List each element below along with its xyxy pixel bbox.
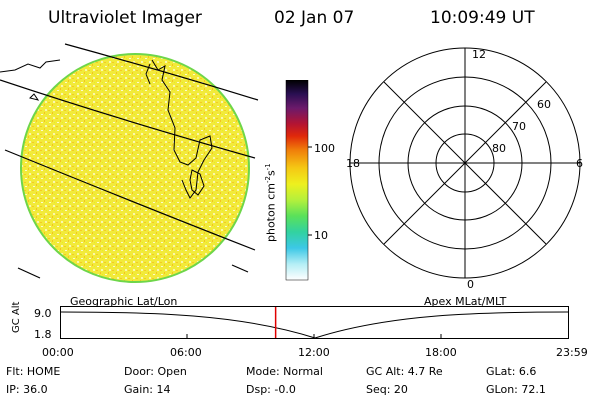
polar-plot — [349, 47, 581, 279]
color-scale-bar — [285, 80, 312, 281]
status-gc-alt: GC Alt: 4.7 Re — [366, 365, 443, 378]
left-panel-label: Geographic Lat/Lon — [70, 295, 178, 308]
timeline-x-tick-1200: 12:00 — [298, 346, 330, 359]
status-door: Door: Open — [124, 365, 187, 378]
lat-label-60: 60 — [537, 98, 551, 111]
status-glat: GLat: 6.6 — [486, 365, 537, 378]
timeline-y-tick-top: 9.0 — [34, 307, 52, 320]
altitude-curve — [60, 311, 569, 339]
timeline-y-label: GC Alt — [11, 301, 22, 333]
status-seq: Seq: 20 — [366, 383, 408, 396]
mlt-label-12: 12 — [472, 48, 486, 61]
mlt-label-6: 6 — [576, 157, 583, 170]
timeline-x-tick-2359: 23:59 — [556, 346, 588, 359]
colorbar-tick-10: 10 — [314, 229, 328, 242]
status-ip: IP: 36.0 — [6, 383, 48, 396]
status-flight: Flt: HOME — [6, 365, 61, 378]
earth-disk — [20, 53, 250, 283]
geographic-image — [0, 43, 259, 283]
instrument-title: Ultraviolet Imager — [48, 8, 202, 28]
polar-diagonal-2 — [383, 81, 547, 245]
status-gain: Gain: 14 — [124, 383, 171, 396]
lat-label-70: 70 — [512, 120, 526, 133]
timeline-x-tick-1800: 18:00 — [425, 346, 457, 359]
status-mode: Mode: Normal — [246, 365, 323, 378]
mlt-label-18: 18 — [346, 157, 360, 170]
status-glon: GLon: 72.1 — [486, 383, 546, 396]
colorbar-tick-100: 100 — [314, 142, 335, 155]
latitude-grid-lines — [0, 43, 259, 279]
mlt-label-0: 0 — [467, 278, 474, 291]
status-dsp: Dsp: -0.0 — [246, 383, 296, 396]
timeline-x-tick-0000: 00:00 — [42, 346, 74, 359]
observation-date: 02 Jan 07 — [274, 8, 355, 28]
observation-time: 10:09:49 UT — [430, 8, 535, 28]
coastline — [0, 59, 213, 199]
colorbar-label: photon cm-2s-1 — [264, 163, 278, 242]
timeline-x-tick-0600: 06:00 — [170, 346, 202, 359]
altitude-timeline — [60, 306, 569, 339]
timeline-y-tick-bottom: 1.8 — [34, 328, 52, 341]
lat-label-80: 80 — [492, 142, 506, 155]
right-panel-label: Apex MLat/MLT — [424, 295, 507, 308]
